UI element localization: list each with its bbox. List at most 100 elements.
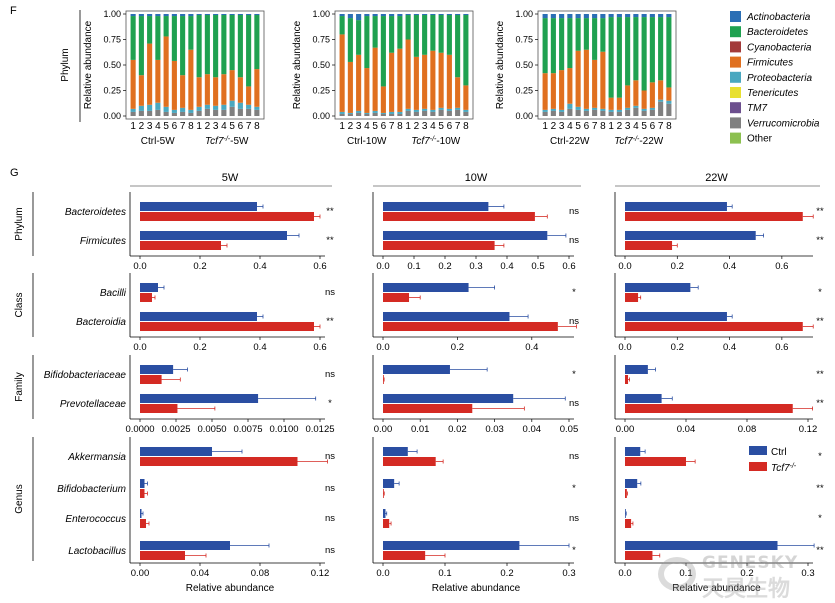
- stacked-bar: [649, 14, 655, 116]
- significance-label: ns: [569, 235, 579, 246]
- bar-segment-firmicutes: [347, 61, 353, 113]
- stacked-bar: [658, 14, 664, 116]
- x-tick-label: 2: [551, 121, 557, 132]
- stacked-bar: [641, 14, 647, 116]
- bar-segment-actinobacteria: [213, 14, 219, 16]
- y-tick-label: 1.00: [515, 9, 533, 19]
- bar-segment-bacteroidetes: [542, 18, 548, 74]
- bar-segment-actinobacteria: [397, 14, 403, 17]
- x-tick-label: 0.08: [251, 568, 270, 579]
- panel-g-label: G: [10, 167, 19, 179]
- stacked-bar: [171, 14, 177, 116]
- bar-tcf: [383, 489, 384, 498]
- significance-label: **: [816, 206, 824, 217]
- x-tick-label: 1: [542, 121, 548, 132]
- bar-segment-proteobacteria: [649, 107, 655, 110]
- bar-segment-verrucomicrobia: [405, 110, 411, 116]
- bar-segment-actinobacteria: [171, 14, 177, 17]
- significance-label: ns: [569, 206, 579, 217]
- x-tick-label: 3: [422, 121, 428, 132]
- bar-segment-actinobacteria: [649, 14, 655, 18]
- stacked-bar: [463, 14, 469, 116]
- bar-segment-verrucomicrobia: [616, 111, 622, 116]
- y-tick-label: 0.25: [515, 86, 533, 96]
- x-tick-label: 0.6: [313, 261, 326, 272]
- x-tick-label: 0.00: [374, 424, 393, 435]
- bar-segment-bacteroidetes: [413, 15, 419, 57]
- bar-tcf: [625, 241, 673, 250]
- x-tick-label: 0.6: [313, 342, 326, 353]
- bar-tcf: [625, 404, 793, 413]
- x-tick-label: 7: [389, 121, 395, 132]
- bar-segment-verrucomicrobia: [389, 113, 395, 116]
- x-tick-label: 0.0: [618, 342, 631, 353]
- significance-label: **: [326, 206, 334, 217]
- x-tick-label: 0.05: [560, 424, 579, 435]
- bar-segment-actinobacteria: [229, 14, 235, 16]
- x-tick-label: 0.2: [671, 342, 684, 353]
- bar-segment-firmicutes: [575, 50, 581, 107]
- bar-segment-bacteroidetes: [364, 16, 370, 69]
- stacked-bar: [455, 14, 461, 116]
- bar-segment-bacteroidetes: [130, 16, 136, 60]
- bar-ctrl: [383, 479, 395, 488]
- bar-segment-actinobacteria: [446, 14, 452, 16]
- x-tick-label: 0.0100: [269, 424, 298, 435]
- bar-tcf: [140, 241, 221, 250]
- bar-tcf: [383, 212, 535, 221]
- bar-segment-bacteroidetes: [616, 17, 622, 98]
- bar-segment-proteobacteria: [347, 112, 353, 114]
- bar-segment-verrucomicrobia: [147, 110, 153, 116]
- bar-segment-firmicutes: [364, 68, 370, 113]
- bar-tcf: [383, 241, 495, 250]
- bar-segment-bacteroidetes: [397, 16, 403, 49]
- legend-swatch-tenericutes: [730, 87, 741, 98]
- row-label: Family: [14, 372, 25, 401]
- bar-segment-verrucomicrobia: [196, 110, 202, 116]
- y-tick-label: 0.50: [103, 60, 121, 70]
- bar-segment-actinobacteria: [188, 14, 194, 17]
- stacked-bar: [600, 14, 606, 116]
- bar-segment-firmicutes: [155, 59, 161, 103]
- x-tick-label: 2: [617, 121, 623, 132]
- bar-segment-proteobacteria: [155, 102, 161, 110]
- bar-segment-actinobacteria: [221, 14, 227, 16]
- bar-segment-actinobacteria: [583, 14, 589, 19]
- legend-swatch-verrucomicrobia: [730, 117, 741, 129]
- bar-segment-bacteroidetes: [221, 15, 227, 75]
- x-tick-label: 1: [130, 121, 136, 132]
- bar-segment-verrucomicrobia: [339, 113, 345, 116]
- bar-segment-firmicutes: [254, 69, 260, 107]
- x-tick-label: 0.04: [523, 424, 542, 435]
- bar-segment-actinobacteria: [372, 14, 378, 17]
- bar-panel: 0.0 0.1 0.2 0.3 ns * ns *: [372, 437, 579, 579]
- bar-segment-bacteroidetes: [380, 16, 386, 87]
- group-label: Ctrl-22W: [550, 136, 590, 147]
- bar-ctrl: [383, 394, 514, 403]
- significance-label: ns: [325, 513, 335, 524]
- bar-ctrl: [140, 509, 142, 518]
- legend-swatch-bacteroidetes: [730, 26, 741, 38]
- bar-segment-firmicutes: [380, 86, 386, 113]
- bar-segment-verrucomicrobia: [649, 109, 655, 116]
- bar-segment-bacteroidetes: [180, 16, 186, 76]
- bar-segment-firmicutes: [542, 73, 548, 110]
- x-tick-label: 0.03: [485, 424, 504, 435]
- taxon-label: Enterococcus: [65, 514, 126, 525]
- bar-segment-firmicutes: [389, 52, 395, 112]
- stacked-bar: [413, 14, 419, 116]
- taxon-label: Firmicutes: [80, 236, 126, 247]
- bar-segment-firmicutes: [438, 52, 444, 108]
- bar-panel: 0.00 0.04 0.08 0.12 ns ns ns ns: [129, 437, 335, 579]
- bar-segment-actinobacteria: [550, 14, 556, 19]
- y-tick-label: 0.75: [515, 35, 533, 45]
- x-tick-label: 0.2: [740, 568, 753, 579]
- stacked-bar: [446, 14, 452, 116]
- bar-segment-actinobacteria: [600, 14, 606, 19]
- x-tick-label: 7: [180, 121, 186, 132]
- bar-ctrl: [383, 283, 469, 292]
- stacked-bar: [405, 14, 411, 116]
- bar-segment-bacteroidetes: [246, 15, 252, 87]
- significance-label: **: [326, 235, 334, 246]
- panel-f-label: F: [10, 5, 17, 17]
